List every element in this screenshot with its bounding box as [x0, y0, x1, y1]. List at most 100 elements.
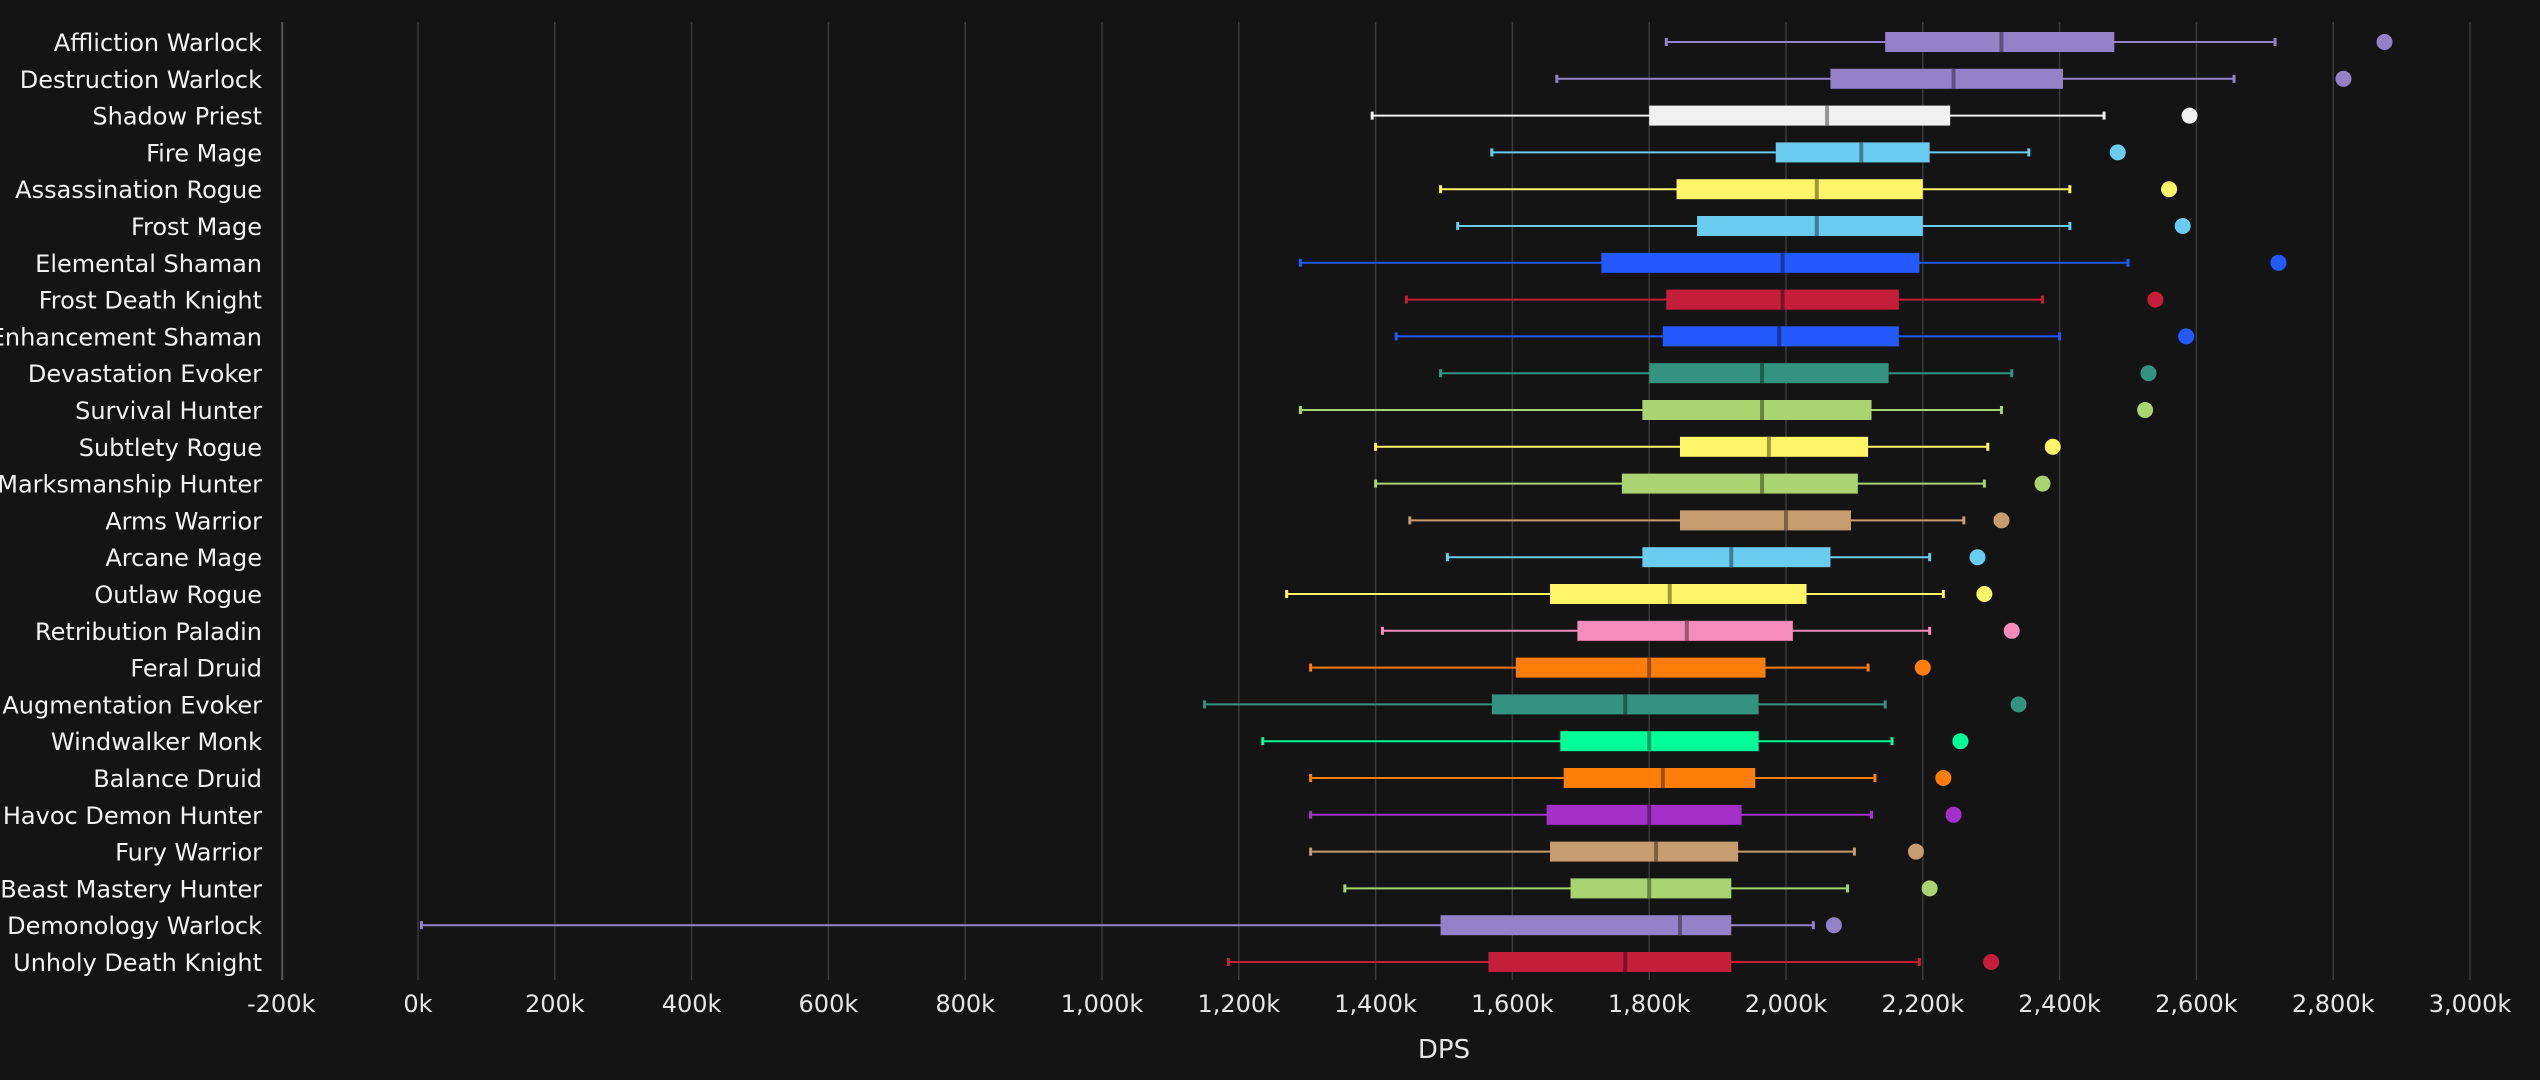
- category-label: Retribution Paladin: [35, 618, 262, 646]
- median-marker: [1951, 68, 1956, 89]
- median-marker: [1623, 952, 1628, 972]
- category-label: Subtlety Rogue: [79, 434, 262, 462]
- box-series-24: [419, 915, 1842, 936]
- category-label: Marksmanship Hunter: [0, 471, 262, 499]
- box-series-11: [1374, 436, 2061, 457]
- box-series-17: [1309, 657, 1931, 678]
- box-series-25: [1227, 952, 2000, 972]
- category-label: Havoc Demon Hunter: [3, 802, 262, 830]
- category-label: Destruction Warlock: [20, 66, 262, 94]
- category-label: Balance Druid: [93, 765, 262, 793]
- x-tick-label: 2,200k: [1881, 990, 1964, 1018]
- iqr-box: [1679, 510, 1851, 531]
- x-tick-label: 2,000k: [1745, 990, 1828, 1018]
- iqr-box: [1679, 436, 1869, 457]
- category-label: Elemental Shaman: [35, 250, 262, 278]
- category-label: Fire Mage: [146, 139, 262, 167]
- box-series-5: [1456, 216, 2191, 236]
- box-series-16: [1380, 620, 2020, 641]
- outlier-point: [2137, 402, 2154, 418]
- outlier-point: [1907, 843, 1924, 860]
- median-marker: [1729, 547, 1734, 568]
- category-label: Augmentation Evoker: [2, 691, 262, 719]
- grid-layer: [417, 22, 2471, 980]
- median-marker: [1677, 915, 1682, 936]
- category-label: Arms Warrior: [105, 507, 262, 535]
- median-marker: [1654, 841, 1659, 862]
- box-series-1: [1555, 68, 2352, 89]
- outlier-point: [2178, 328, 2195, 345]
- x-tick-labels: -200k 0k 200k 400k 600k 800k 1,000k 1,200k 1,400…: [247, 990, 2511, 1018]
- box-series-20: [1309, 768, 1952, 788]
- box-series-3: [1490, 142, 2126, 163]
- median-marker: [1760, 363, 1765, 384]
- outlier-point: [1983, 954, 2000, 970]
- box-series-13: [1408, 510, 2010, 531]
- iqr-box: [1440, 915, 1732, 936]
- median-marker: [1780, 289, 1785, 310]
- median-marker: [1667, 584, 1672, 604]
- box-series-21: [1309, 804, 1962, 825]
- outlier-point: [2376, 34, 2393, 50]
- iqr-box: [1550, 584, 1807, 604]
- category-labels: Affliction Warlock Destruction Warlock Sha…: [0, 29, 262, 977]
- median-marker: [1684, 620, 1689, 641]
- iqr-box: [1697, 216, 1923, 236]
- iqr-box: [1560, 731, 1759, 752]
- category-label: Unholy Death Knight: [13, 949, 262, 977]
- box-series-8: [1394, 326, 2195, 347]
- outlier-point: [2003, 622, 2020, 639]
- x-tick-label: 1,600k: [1471, 990, 1554, 1018]
- median-marker: [1623, 694, 1628, 715]
- median-marker: [1647, 657, 1652, 678]
- iqr-box: [1515, 657, 1766, 678]
- category-label: Feral Druid: [130, 655, 262, 683]
- median-marker: [1825, 105, 1830, 126]
- median-marker: [1777, 326, 1782, 347]
- category-label: Windwalker Monk: [51, 728, 262, 756]
- outlier-point: [1935, 770, 1952, 786]
- median-marker: [1814, 216, 1819, 236]
- iqr-box: [1830, 68, 2064, 89]
- iqr-box: [1642, 547, 1831, 568]
- x-tick-label: 0k: [403, 990, 432, 1018]
- median-marker: [1814, 179, 1819, 200]
- x-tick-label: 1,000k: [1061, 990, 1144, 1018]
- iqr-box: [1676, 179, 1923, 200]
- category-label: Enhancement Shaman: [0, 323, 262, 351]
- outlier-point: [2161, 181, 2178, 198]
- iqr-box: [1649, 363, 1889, 384]
- iqr-box: [1775, 142, 1930, 163]
- outlier-point: [1969, 549, 1986, 566]
- category-label: Arcane Mage: [105, 544, 262, 572]
- category-label: Survival Hunter: [75, 397, 262, 425]
- outlier-point: [2044, 438, 2061, 455]
- x-tick-label: 2,600k: [2155, 990, 2238, 1018]
- outlier-point: [2140, 365, 2157, 382]
- box-series-12: [1374, 473, 2051, 494]
- outlier-point: [2034, 475, 2051, 492]
- iqr-box: [1621, 473, 1858, 494]
- box-series-4: [1439, 179, 2178, 200]
- outlier-point: [1952, 733, 1969, 750]
- x-tick-label: 400k: [662, 990, 722, 1018]
- box-series-19: [1261, 731, 1969, 752]
- box-series-22: [1309, 841, 1924, 862]
- median-marker: [1766, 436, 1771, 457]
- outlier-point: [1993, 512, 2010, 529]
- box-series-2: [1370, 105, 2198, 126]
- median-marker: [1660, 768, 1665, 788]
- median-marker: [1859, 142, 1864, 163]
- outlier-point: [2270, 254, 2287, 271]
- outlier-point: [1976, 586, 1993, 602]
- category-label: Devastation Evoker: [28, 360, 262, 388]
- x-tick-label: 2,400k: [2018, 990, 2101, 1018]
- box-series-0: [1664, 32, 2393, 52]
- box-series-15: [1285, 584, 1993, 604]
- outlier-point: [2109, 144, 2126, 161]
- x-tick-label: 1,400k: [1334, 990, 1417, 1018]
- box-series-14: [1445, 547, 1986, 568]
- outlier-point: [2010, 696, 2027, 713]
